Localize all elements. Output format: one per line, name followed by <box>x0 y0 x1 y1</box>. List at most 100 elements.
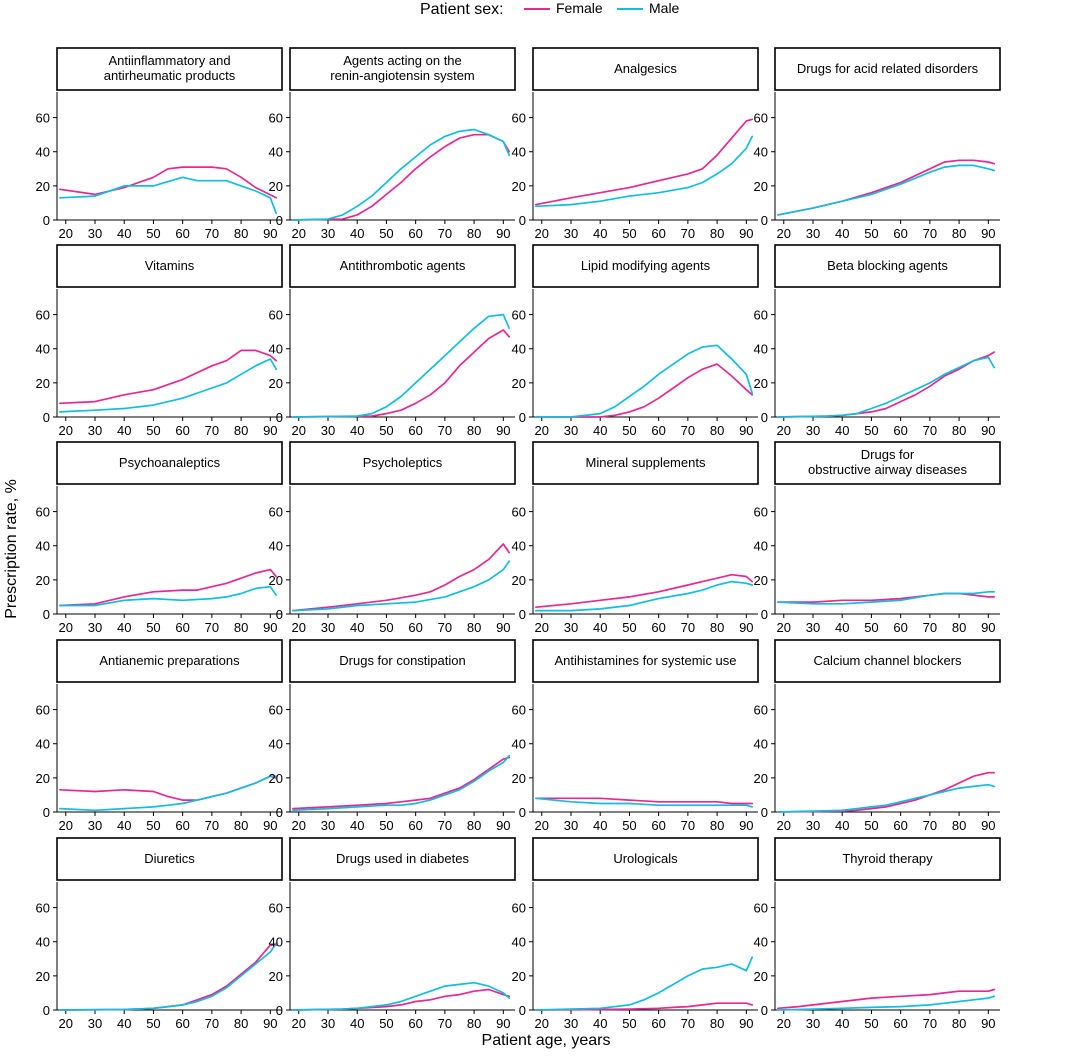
y-tick-label: 0 <box>43 805 50 820</box>
x-tick-label: 20 <box>59 818 73 833</box>
x-tick-label: 50 <box>146 1016 160 1031</box>
panel-strip <box>532 837 759 881</box>
x-tick-label: 70 <box>923 620 937 635</box>
x-tick-label: 60 <box>651 620 665 635</box>
x-tick-label: 80 <box>234 423 248 438</box>
x-tick-label: 50 <box>379 818 393 833</box>
x-tick-label: 20 <box>777 226 791 241</box>
panel-strip <box>532 639 759 683</box>
x-tick-label: 40 <box>593 226 607 241</box>
male-series-line <box>535 580 754 612</box>
y-tick-label: 0 <box>43 1003 50 1018</box>
x-tick-label: 40 <box>350 620 364 635</box>
x-tick-label: 30 <box>564 226 578 241</box>
y-tick-label: 0 <box>519 1003 526 1018</box>
x-tick-label: 50 <box>622 818 636 833</box>
x-tick-label: 80 <box>710 226 724 241</box>
x-tick-label: 40 <box>593 1016 607 1031</box>
chart-panel: Drugs for acid related disorders 0 20 40 60 2… <box>754 47 1001 241</box>
panel-strip <box>56 441 283 485</box>
male-series-line <box>777 590 996 605</box>
y-tick-label: 0 <box>761 607 768 622</box>
legend-male-label: Male <box>649 0 680 16</box>
y-tick-label: 20 <box>754 179 768 194</box>
x-tick-label: 60 <box>408 1016 422 1031</box>
panel-title: Psycholeptics <box>363 455 443 470</box>
y-tick-label: 0 <box>761 410 768 425</box>
x-tick-label: 30 <box>806 620 820 635</box>
panel-strip <box>774 244 1001 288</box>
y-tick-label: 0 <box>519 607 526 622</box>
x-tick-label: 30 <box>88 226 102 241</box>
x-tick-label: 60 <box>175 1016 189 1031</box>
x-tick-label: 30 <box>564 620 578 635</box>
chart-panel: Drugs for constipation 0 20 40 60 20 30 40 50 60 7… <box>269 639 516 833</box>
x-tick-label: 30 <box>321 423 335 438</box>
x-tick-label: 50 <box>379 226 393 241</box>
panel-strip <box>56 837 283 881</box>
x-tick-label: 90 <box>263 818 277 833</box>
x-tick-label: 60 <box>893 818 907 833</box>
x-tick-label: 40 <box>835 1016 849 1031</box>
male-series-line <box>292 313 511 418</box>
chart-panel: Vitamins 0 20 40 60 20 30 40 50 60 70 80 90 <box>36 244 283 438</box>
panel-strip <box>56 244 283 288</box>
x-tick-label: 40 <box>835 620 849 635</box>
x-tick-label: 90 <box>739 818 753 833</box>
male-series-line <box>777 164 996 216</box>
x-tick-label: 40 <box>117 1016 131 1031</box>
x-tick-label: 80 <box>467 226 481 241</box>
y-tick-label: 0 <box>276 1003 283 1018</box>
panel-strip <box>774 47 1001 91</box>
y-tick-label: 20 <box>36 179 50 194</box>
x-tick-label: 70 <box>205 423 219 438</box>
x-tick-label: 20 <box>59 620 73 635</box>
y-tick-label: 60 <box>754 111 768 126</box>
x-tick-label: 20 <box>292 620 306 635</box>
y-tick-label: 0 <box>276 805 283 820</box>
x-tick-label: 30 <box>806 423 820 438</box>
x-tick-label: 90 <box>263 423 277 438</box>
female-series-line <box>535 797 754 805</box>
chart-panel: Psychoanaleptics 0 20 40 60 20 30 40 50 60 70 80 90 <box>36 441 283 635</box>
y-tick-label: 40 <box>269 342 283 357</box>
y-tick-label: 40 <box>754 737 768 752</box>
x-tick-label: 90 <box>496 1016 510 1031</box>
panel-title: Drugs for <box>861 447 915 462</box>
x-tick-label: 40 <box>835 226 849 241</box>
chart-panel: Antianemic preparations 0 20 40 60 20 30 40 50 60… <box>36 639 283 833</box>
x-tick-label: 70 <box>205 226 219 241</box>
x-tick-label: 20 <box>535 818 549 833</box>
x-tick-label: 80 <box>710 1016 724 1031</box>
x-tick-label: 90 <box>981 1016 995 1031</box>
male-series-line <box>292 754 511 812</box>
y-tick-label: 0 <box>276 213 283 228</box>
x-tick-label: 70 <box>438 1016 452 1031</box>
y-tick-label: 60 <box>269 703 283 718</box>
y-tick-label: 40 <box>269 737 283 752</box>
x-tick-label: 60 <box>408 818 422 833</box>
y-tick-label: 40 <box>269 539 283 554</box>
panel-title: Beta blocking agents <box>827 258 948 273</box>
x-tick-label: 40 <box>593 818 607 833</box>
x-tick-label: 90 <box>263 620 277 635</box>
y-tick-label: 60 <box>36 901 50 916</box>
x-tick-label: 40 <box>117 620 131 635</box>
x-tick-label: 20 <box>535 1016 549 1031</box>
panel-title: Antihistamines for systemic use <box>554 653 736 668</box>
x-tick-label: 70 <box>923 226 937 241</box>
y-tick-label: 20 <box>512 969 526 984</box>
panel-strip <box>532 441 759 485</box>
x-tick-label: 80 <box>467 423 481 438</box>
panel-title: Mineral supplements <box>586 455 706 470</box>
x-tick-label: 30 <box>321 620 335 635</box>
chart-panel: Lipid modifying agents 0 20 40 60 20 30 40 50 60 7… <box>512 244 759 438</box>
x-tick-label: 40 <box>350 423 364 438</box>
x-tick-label: 50 <box>622 620 636 635</box>
panel-title: Urologicals <box>613 851 678 866</box>
female-series-line <box>59 568 278 607</box>
x-tick-label: 60 <box>651 423 665 438</box>
panel-strip <box>289 639 516 683</box>
